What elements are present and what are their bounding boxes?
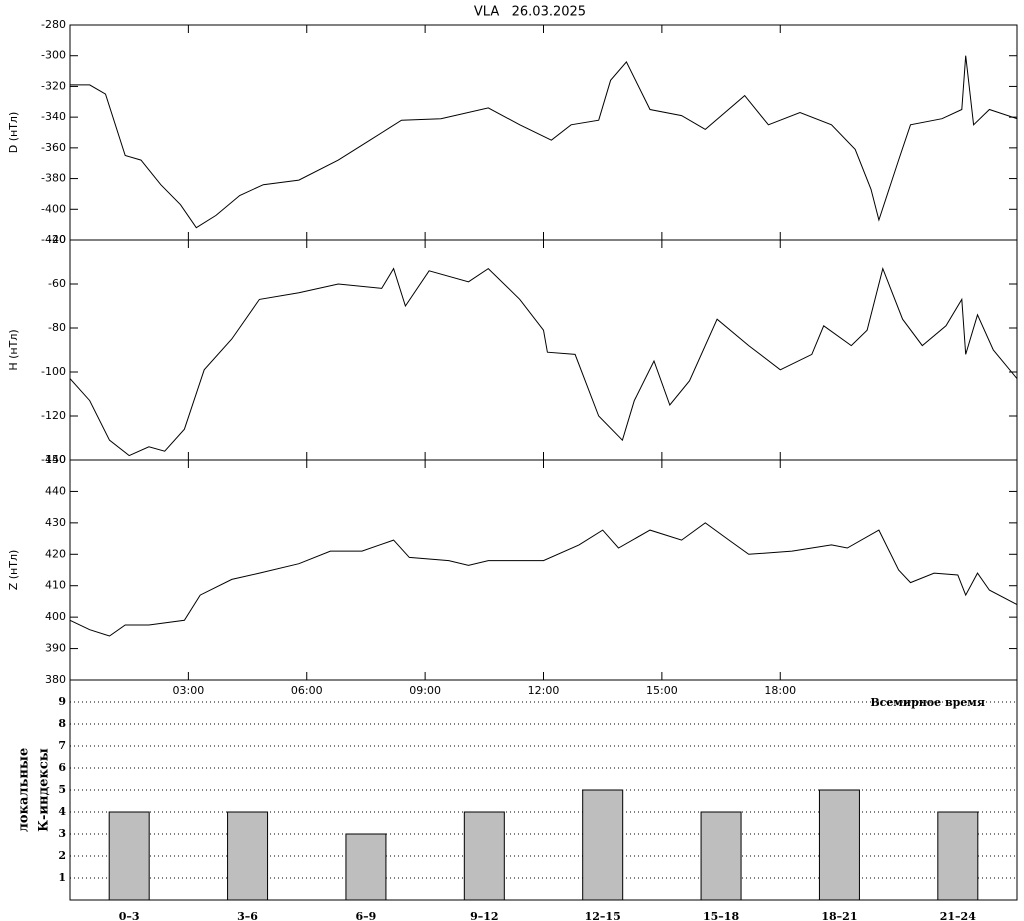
x-tick-label: 12–15 xyxy=(585,910,621,921)
y-tick-label: -420 xyxy=(41,233,66,246)
y-tick-label: 430 xyxy=(45,516,66,529)
x-tick-label: 12:00 xyxy=(528,684,560,697)
x-tick-label: 3–6 xyxy=(237,910,258,921)
y-tick-label: -40 xyxy=(48,233,66,246)
y-tick-label: 380 xyxy=(45,673,66,686)
y-tick-label: 5 xyxy=(58,783,66,796)
y-tick-label: 1 xyxy=(58,871,66,884)
y-axis-label: К-индексы xyxy=(37,748,52,832)
y-tick-label: 8 xyxy=(58,717,66,730)
x-tick-label: 18:00 xyxy=(764,684,796,697)
y-tick-label: -280 xyxy=(41,18,66,31)
y-tick-label: -340 xyxy=(41,110,66,123)
series-line xyxy=(70,55,1018,229)
y-tick-label: -100 xyxy=(41,365,66,378)
y-tick-label: 3 xyxy=(58,827,66,840)
y-tick-label: 390 xyxy=(45,642,66,655)
x-tick-label: 15:00 xyxy=(646,684,678,697)
y-axis-label: Z (нТл) xyxy=(7,550,20,591)
y-tick-label: -80 xyxy=(48,321,66,334)
y-tick-label: -360 xyxy=(41,141,66,154)
y-tick-label: 420 xyxy=(45,547,66,560)
bar xyxy=(937,811,979,901)
bar xyxy=(108,811,150,901)
y-tick-label: 2 xyxy=(58,849,66,862)
y-tick-label: -320 xyxy=(41,79,66,92)
bar xyxy=(227,811,269,901)
x-tick-label: 9–12 xyxy=(470,910,498,921)
y-tick-label: 450 xyxy=(45,453,66,466)
y-tick-label: 440 xyxy=(45,484,66,497)
y-axis-label: D (нТл) xyxy=(7,112,20,154)
y-tick-label: -380 xyxy=(41,172,66,185)
bar xyxy=(700,811,742,901)
x-tick-label: 18–21 xyxy=(821,910,857,921)
x-tick-label: 0–3 xyxy=(119,910,140,921)
series-line xyxy=(69,266,1018,457)
series-line xyxy=(69,522,1018,637)
y-tick-label: -140 xyxy=(41,453,66,466)
y-tick-label: 410 xyxy=(45,579,66,592)
bar xyxy=(818,789,860,901)
x-tick-label: 21–24 xyxy=(940,910,976,921)
y-tick-label: 4 xyxy=(58,805,66,818)
y-tick-label: -300 xyxy=(41,49,66,62)
y-tick-label: -400 xyxy=(41,202,66,215)
y-tick-label: 6 xyxy=(58,761,66,774)
x-tick-label: 03:00 xyxy=(173,684,205,697)
x-tick-label: 6–9 xyxy=(356,910,377,921)
y-axis-label: H (нТл) xyxy=(7,329,20,370)
y-tick-label: 400 xyxy=(45,610,66,623)
x-axis-label: Всемирное время xyxy=(870,696,985,709)
y-tick-label: -60 xyxy=(48,277,66,290)
bar xyxy=(345,833,387,901)
y-tick-label: 7 xyxy=(58,739,66,752)
y-tick-label: 9 xyxy=(58,695,66,708)
x-tick-label: 09:00 xyxy=(409,684,441,697)
bar xyxy=(582,789,624,901)
bar xyxy=(463,811,505,901)
x-tick-label: 15–18 xyxy=(703,910,739,921)
y-tick-label: -120 xyxy=(41,409,66,422)
chart-title: VLA 26.03.2025 xyxy=(474,5,586,20)
y-axis-label: локальные xyxy=(17,748,32,832)
x-tick-label: 06:00 xyxy=(291,684,323,697)
